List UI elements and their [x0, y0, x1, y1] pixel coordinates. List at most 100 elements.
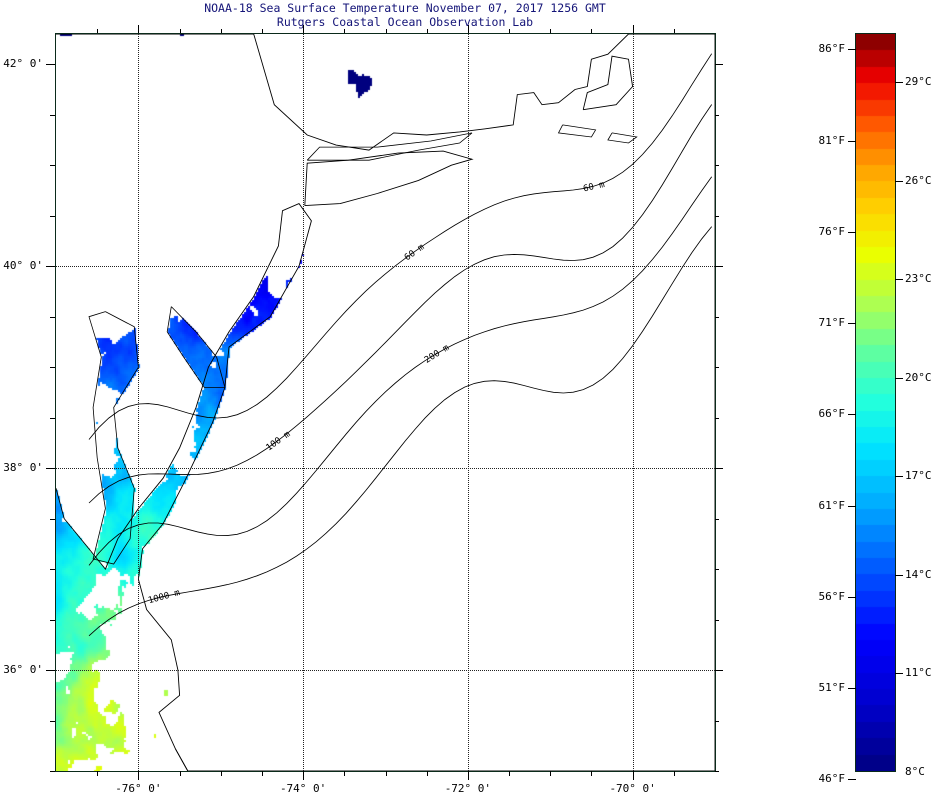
colorbar-canvas	[856, 34, 895, 771]
xtick-top-minor--71	[550, 29, 552, 33]
colorbar-tick-f-56	[848, 597, 856, 598]
coastline-long-island	[304, 150, 474, 207]
ytick-right-minor-41.5	[715, 114, 719, 116]
ytick-minor-36.5	[50, 619, 55, 621]
bathymetry-label-60m-b: 60 m	[582, 180, 605, 194]
xtick-minor--71.5	[509, 771, 511, 776]
colorbar-label-f-61: 61°F	[818, 499, 846, 512]
colorbar-label-f-46: 46°F	[818, 772, 846, 785]
xtick-minor--71	[550, 771, 552, 776]
colorbar-tick-f-81	[848, 141, 856, 142]
coastline-bay-2	[306, 132, 473, 161]
xtick-top--70	[632, 25, 634, 33]
ytick-right-minor-39	[715, 367, 719, 369]
colorbar-tick-f-51	[848, 688, 856, 689]
ytick-minor-35.5	[50, 720, 55, 722]
colorbar-label-c-23: 23°C	[905, 272, 932, 285]
xtick-top--76	[138, 25, 140, 33]
ytick-minor-39	[50, 367, 55, 369]
gridline-lon--76	[138, 34, 140, 771]
bathymetry-contour-100m	[88, 104, 713, 504]
colorbar-label-c-20: 20°C	[905, 371, 932, 384]
gridline-lat-38	[56, 468, 715, 470]
ytick-minor-37.5	[50, 518, 55, 520]
ytick-minor-37	[50, 569, 55, 571]
ytick-right-36	[715, 670, 723, 672]
ytick-right-minor-35.5	[715, 720, 719, 722]
ytick-right-minor-35	[715, 771, 719, 772]
ytick-right-42	[715, 64, 723, 66]
gridline-lat-36	[56, 670, 715, 672]
xtick-major--70	[632, 771, 634, 780]
title-line-primary: NOAA-18 Sea Surface Temperature November…	[204, 1, 606, 15]
xtick-top-minor--74.5	[261, 29, 263, 33]
ytick-label-40: 40° 0'	[3, 259, 43, 273]
bathymetry-contour-200m	[88, 176, 713, 566]
ytick-right-minor-37	[715, 569, 719, 571]
gridline-lon--70	[632, 34, 634, 771]
colorbar-tick-f-61	[848, 506, 856, 507]
colorbar-label-f-76: 76°F	[818, 225, 846, 238]
colorbar-label-c-17: 17°C	[905, 469, 932, 482]
bathymetry-label-200m: 200 m	[423, 343, 451, 366]
colorbar-tick-c-29	[895, 82, 903, 83]
colorbar-tick-c-14	[895, 575, 903, 576]
colorbar-tick-c-26	[895, 181, 903, 182]
colorbar-label-c-8: 8°C	[905, 765, 925, 778]
xtick-minor--73.5	[344, 771, 346, 776]
xtick-minor--73	[385, 771, 387, 776]
coastline-cape-cod	[582, 55, 634, 111]
ytick-label-42: 42° 0'	[3, 57, 43, 71]
colorbar-tick-c-20	[895, 378, 903, 379]
xtick-top-minor--71.5	[509, 29, 511, 33]
map-plot-area[interactable]: 60 m 60 m 200 m 100 m 1000 m	[55, 33, 716, 772]
xtick-minor--70.5	[591, 771, 593, 776]
xtick-minor--76.5	[97, 771, 99, 776]
ytick-minor-35	[50, 771, 55, 772]
xtick-minor--72.5	[426, 771, 428, 776]
colorbar-label-c-11: 11°C	[905, 666, 932, 679]
colorbar-tick-c-23	[895, 279, 903, 280]
colorbar-tick-f-66	[848, 414, 856, 415]
xtick-major--72	[467, 771, 469, 780]
ytick-right-40	[715, 266, 723, 268]
xtick-top-minor--70.5	[591, 29, 593, 33]
colorbar-label-f-51: 51°F	[818, 681, 846, 694]
ytick-minor-41.5	[50, 114, 55, 116]
gridline-lon--72	[467, 34, 469, 771]
colorbar-gradient	[855, 33, 896, 772]
xtick-label--70: -70° 0'	[609, 782, 656, 795]
ytick-right-minor-38.5	[715, 417, 719, 419]
ytick-right-minor-37.5	[715, 518, 719, 520]
colorbar-label-c-29: 29°C	[905, 75, 932, 88]
xtick-top-minor--75	[220, 29, 222, 33]
xtick-top-minor--75.5	[179, 29, 181, 33]
colorbar-label-f-81: 81°F	[818, 134, 846, 147]
colorbar-label-f-71: 71°F	[818, 316, 846, 329]
xtick-minor--75	[220, 771, 222, 776]
bathymetry-contour-1000m	[88, 226, 713, 637]
bathymetry-label-100m: 100 m	[265, 430, 293, 454]
gridline-lat-40	[56, 266, 715, 268]
xtick-label--72: -72° 0'	[444, 782, 492, 795]
temperature-colorbar[interactable]	[855, 33, 896, 772]
xtick-minor--75.5	[179, 771, 181, 776]
ytick-right-minor-41	[715, 165, 719, 167]
figure-title: NOAA-18 Sea Surface Temperature November…	[0, 1, 810, 29]
xtick-label--74: -74° 0'	[279, 782, 327, 795]
ytick-minor-38.5	[50, 417, 55, 419]
ytick-right-minor-36.5	[715, 619, 719, 621]
coastline-marthas-vineyard	[557, 124, 597, 138]
ytick-right-minor-40.5	[715, 215, 719, 217]
xtick-label--76: -76° 0'	[115, 782, 162, 795]
xtick-minor--69.5	[673, 771, 675, 776]
xtick-minor--74.5	[261, 771, 263, 776]
ytick-minor-41	[50, 165, 55, 167]
colorbar-tick-f-76	[848, 232, 856, 233]
xtick-major--74	[303, 771, 305, 780]
ytick-right-minor-39.5	[715, 316, 719, 318]
colorbar-tick-f-71	[848, 323, 856, 324]
ytick-major-40	[46, 266, 55, 268]
ytick-major-42	[46, 64, 55, 66]
xtick-top--72	[467, 25, 469, 33]
